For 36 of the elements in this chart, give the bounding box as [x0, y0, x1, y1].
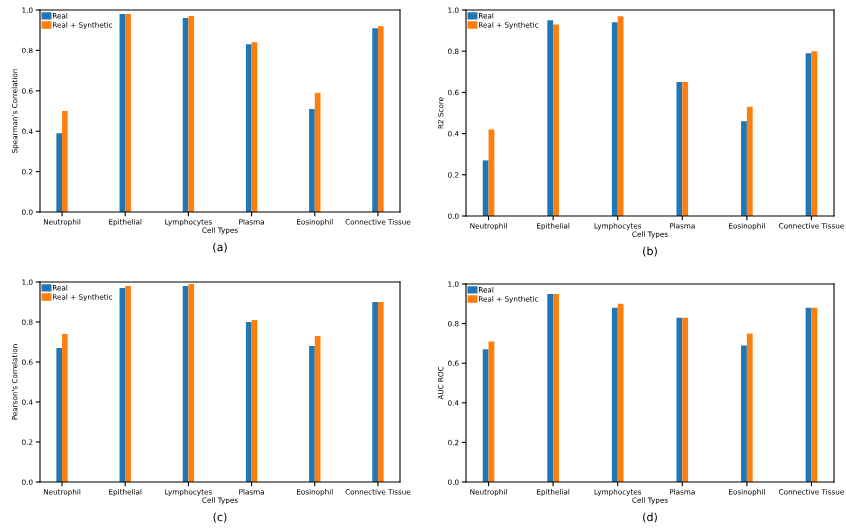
bar: [553, 24, 559, 216]
bar: [611, 307, 618, 482]
bar: [62, 111, 68, 212]
bar: [245, 322, 252, 482]
bar: [56, 133, 63, 212]
bar: [377, 26, 384, 212]
bar: [62, 334, 68, 482]
bar: [682, 82, 689, 216]
bar: [372, 28, 378, 212]
bar: [245, 44, 252, 212]
bar: [125, 14, 131, 212]
bar: [811, 307, 818, 482]
bar: [611, 22, 618, 216]
bar: [56, 348, 63, 482]
bar: [482, 349, 489, 482]
bar: [482, 160, 489, 216]
bar: [547, 20, 554, 216]
bar: [188, 284, 195, 482]
bar: [309, 108, 315, 212]
bar: [617, 16, 624, 216]
bar: [309, 346, 315, 482]
bar: [617, 303, 624, 482]
bar: [676, 317, 683, 482]
bar: [682, 317, 689, 482]
bar: [741, 345, 747, 482]
bar: [377, 302, 384, 482]
bar: [188, 16, 195, 212]
bar: [125, 286, 131, 482]
bar: [811, 51, 818, 216]
bar: [741, 121, 747, 216]
bar: [553, 293, 559, 482]
bar: [746, 106, 753, 216]
bar: [746, 333, 753, 482]
bar: [676, 82, 683, 216]
bar: [372, 302, 378, 482]
bar: [547, 293, 554, 482]
